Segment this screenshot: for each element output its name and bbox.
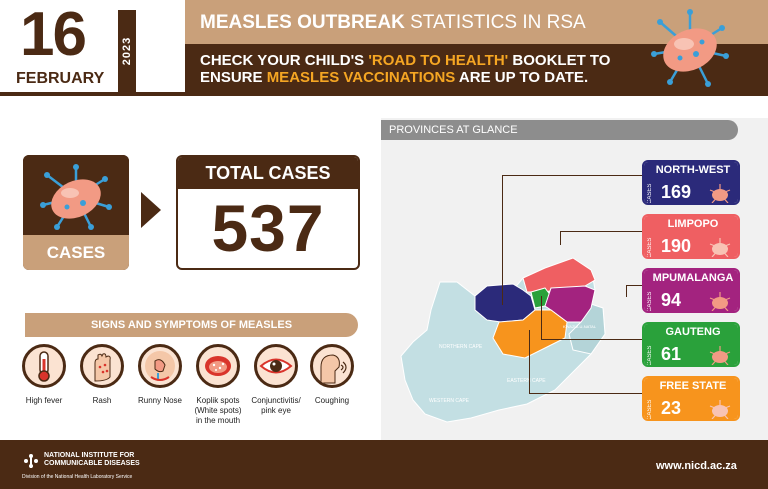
province-cases-word: CASES [647,345,653,367]
page-title: MEASLES OUTBREAK STATISTICS IN RSA [200,12,586,34]
date-year: 2023 [121,36,133,66]
total-cases-card: TOTAL CASES 537 [176,155,360,270]
province-card-free-state: FREE STATE CASES 23 [642,376,740,421]
virus-icon [709,292,731,311]
province-card-gauteng: GAUTENG CASES 61 [642,322,740,367]
year-strip: 2023 [118,10,136,92]
subtitle-part: BOOKLET TO ENSURE [200,52,611,86]
leader-line [560,231,561,245]
province-name: NORTH-WEST [644,162,738,179]
virus-icon [651,9,729,87]
rash-hand-icon [80,344,124,388]
website-link[interactable]: www.nicd.ac.za [656,460,737,472]
mouth-icon [196,344,240,388]
province-body: CASES 23 [644,395,738,421]
virus-icon [709,184,731,203]
province-name: GAUTENG [644,324,738,341]
map-label-eastern-cape: EASTERN CAPE [507,378,546,384]
province-cases-value: 23 [661,398,682,418]
runny-nose-icon [138,344,182,388]
thermometer-icon [22,344,66,388]
org-division: Division of the National Health Laborato… [22,474,133,480]
province-body: CASES 61 [644,341,738,367]
province-cases-value: 94 [661,290,682,310]
virus-icon [709,346,731,365]
page-subtitle: CHECK YOUR CHILD'S 'ROAD TO HEALTH' BOOK… [200,52,640,86]
free-state-region [492,309,568,359]
virus-icon [709,238,731,257]
virus-icon [709,400,731,419]
total-cases-label: TOTAL CASES [178,157,358,189]
leader-line [541,296,542,339]
subtitle-highlight: MEASLES VACCINATIONS [266,69,456,86]
footer [0,440,768,489]
province-cases-value: 190 [661,236,692,256]
symptom-item: Runny Nose [134,344,186,406]
symptom-item: Coughing [306,344,358,406]
symptom-label: Koplik spots (White spots) in the mouth [194,396,242,425]
map-label-kzn: KWAZULU-NATAL [563,324,597,329]
leader-line [541,339,642,340]
province-cases-value: 61 [661,344,682,364]
symptom-item: High fever [18,344,70,406]
symptoms-title: SIGNS AND SYMPTOMS OF MEASLES [25,313,358,337]
subtitle-highlight: 'ROAD TO HEALTH' [368,52,509,69]
date-day: 16 [20,0,87,69]
date-month: FEBRUARY [16,70,105,87]
province-name: MPUMALANGA [644,270,738,287]
symptom-label: Coughing [314,396,350,405]
virus-icon [23,155,129,235]
org-name: NATIONAL INSTITUTE FOR COMMUNICABLE DISEA… [44,452,140,468]
org-name-line1: NATIONAL INSTITUTE FOR [44,452,135,459]
symptom-item: Koplik spots (White spots) in the mouth [192,344,244,426]
pink-eye-icon [254,344,298,388]
header-underline [0,92,175,96]
title-bold: MEASLES OUTBREAK [200,12,405,33]
province-card-mpumalanga: MPUMALANGA CASES 94 [642,268,740,313]
leader-line [502,175,642,176]
province-name: FREE STATE [644,378,738,395]
title-rest: STATISTICS IN RSA [404,12,586,33]
map-label-northern-cape: NORTHERN CAPE [439,344,483,350]
leader-line [529,330,530,393]
mpumalanga-region [544,285,596,323]
province-body: CASES 190 [644,233,738,259]
cases-card: CASES [23,155,129,270]
province-body: CASES 169 [644,179,738,205]
symptom-item: Rash [76,344,128,406]
symptom-label: Conjunctivitis/ pink eye [251,396,301,415]
total-cases-value: 537 [211,191,325,265]
province-cases-word: CASES [647,183,653,205]
leader-line [626,285,642,286]
header-top-strip [166,0,768,44]
map-label-western-cape: WESTERN CAPE [429,398,470,404]
leader-line [502,175,503,305]
org-name-line2: COMMUNICABLE DISEASES [44,460,140,467]
subtitle-part: ARE UP TO DATE. [455,69,589,86]
arrow-right-icon [141,192,161,228]
province-cases-word: CASES [647,291,653,313]
province-card-limpopo: LIMPOPO CASES 190 [642,214,740,259]
province-cases-word: CASES [647,399,653,421]
provinces-title: PROVINCES AT GLANCE [381,120,738,140]
nicd-logo-icon [24,454,38,468]
symptom-label: High fever [25,396,63,405]
province-name: LIMPOPO [644,216,738,233]
symptom-label: Rash [92,396,112,405]
province-cases-word: CASES [647,237,653,259]
coughing-icon [310,344,354,388]
south-africa-map: NORTHERN CAPE WESTERN CAPE EASTERN CAPE … [400,257,606,423]
leader-line [529,393,642,394]
leader-line [560,231,642,232]
leader-line [626,285,627,297]
symptom-item: Conjunctivitis/ pink eye [250,344,302,416]
cases-label: CASES [23,235,129,270]
province-card-north-west: NORTH-WEST CASES 169 [642,160,740,205]
subtitle-part: CHECK YOUR CHILD'S [200,52,369,69]
date-box: 16 FEBRUARY 2023 [0,0,185,92]
symptom-label: Runny Nose [137,396,183,405]
province-cases-value: 169 [661,182,692,202]
province-body: CASES 94 [644,287,738,313]
